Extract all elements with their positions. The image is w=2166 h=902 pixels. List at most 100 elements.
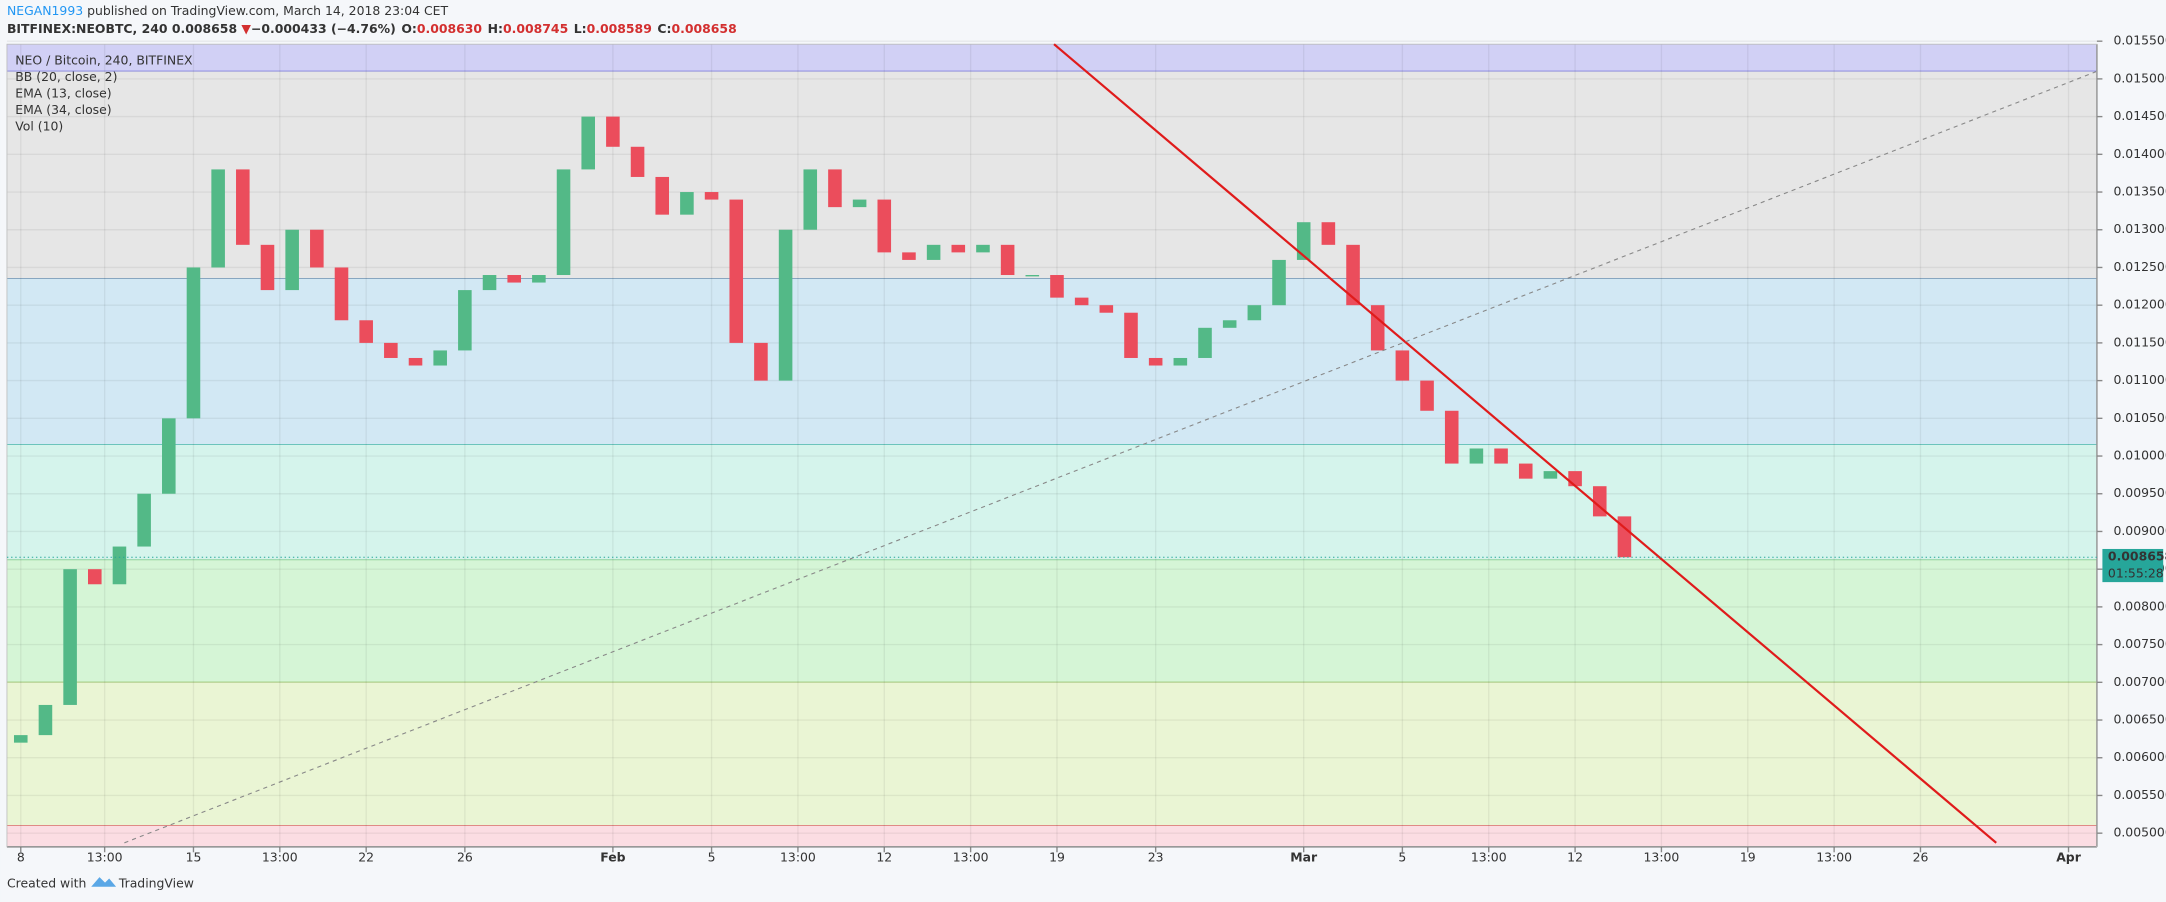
x-tick-label: 5 <box>1398 849 1406 864</box>
candle-body <box>1222 320 1237 328</box>
x-tick-label: 22 <box>358 849 374 864</box>
ohlc-label: H: <box>488 21 503 36</box>
candle-body <box>1617 516 1632 558</box>
footer-text: Created with <box>7 876 86 891</box>
candle-body <box>729 199 744 343</box>
header-line-2: BITFINEX:NEOBTC, 240 0.008658 ▼−0.000433… <box>7 21 737 36</box>
change: −0.000433 (−4.76%) <box>251 21 396 36</box>
x-tick-label: 23 <box>1148 849 1164 864</box>
x-tick-label: 13:00 <box>87 849 123 864</box>
x-tick-label: 12 <box>876 849 892 864</box>
candle-body <box>285 229 299 291</box>
candle-body <box>38 704 53 736</box>
x-tick-label: Mar <box>1290 849 1318 864</box>
zone <box>6 560 2097 683</box>
ohlc: O:0.008630 H:0.008745 L:0.008589 C:0.008658 <box>401 21 736 36</box>
candle-body <box>88 569 102 585</box>
candle-body <box>1370 305 1385 351</box>
candle-body <box>1272 259 1286 306</box>
candle-body <box>951 244 966 253</box>
zone <box>6 71 2097 279</box>
ohlc-value: 0.008658 <box>671 21 736 36</box>
x-tick-label: 5 <box>708 849 716 864</box>
candle-body <box>507 275 521 283</box>
price-tag-label: 0.008658 <box>2108 549 2166 564</box>
candle-body <box>334 267 349 321</box>
symbol: BITFINEX:NEOBTC, 240 <box>7 21 168 36</box>
candle-body <box>1395 350 1410 381</box>
zone <box>6 682 2097 826</box>
candle-body <box>1247 305 1262 321</box>
x-tick-label: 8 <box>17 849 25 864</box>
candle-body <box>1050 275 1064 298</box>
legend-entry: EMA (34, close) <box>15 102 111 117</box>
candle-body <box>1074 297 1089 306</box>
candle-body <box>630 146 645 177</box>
candle-body <box>236 169 250 245</box>
candle-body <box>1444 410 1459 464</box>
candle-body <box>926 244 941 260</box>
countdown-label: 01:55:28 <box>2108 565 2164 580</box>
candle-body <box>112 546 127 585</box>
candle-body <box>1420 380 1434 411</box>
x-tick-label: 13:00 <box>1816 849 1852 864</box>
candle-body <box>852 199 867 208</box>
candle-body <box>581 116 596 170</box>
arrow: ▼ <box>241 21 251 36</box>
price-tag <box>2102 548 2164 583</box>
candle-body <box>137 493 151 547</box>
candle-body <box>1346 244 1360 306</box>
candle-body <box>655 176 670 215</box>
x-tick-label: 13:00 <box>262 849 298 864</box>
x-tick-label: 26 <box>1913 849 1929 864</box>
candle-body <box>532 275 546 283</box>
candle-body <box>1543 471 1558 479</box>
legend-entry: BB (20, close, 2) <box>15 69 117 84</box>
candle-body <box>458 290 472 351</box>
candle-body <box>1469 448 1484 464</box>
x-tick-label: Apr <box>2056 849 2082 864</box>
ohlc-value: 0.008589 <box>587 21 652 36</box>
zone <box>6 44 2097 72</box>
legend-entry: NEO / Bitcoin, 240, BITFINEX <box>15 52 193 67</box>
candle-body <box>1173 357 1188 366</box>
plot-border <box>6 43 2098 848</box>
x-tick-label: 13:00 <box>953 849 989 864</box>
candle-body <box>1494 448 1508 464</box>
ohlc-label: O: <box>401 21 417 36</box>
candle-body <box>803 169 818 230</box>
zone <box>6 278 2097 445</box>
candle-body <box>211 169 225 268</box>
author: NEGAN1993 <box>7 3 83 18</box>
candle-body <box>877 199 892 253</box>
plot <box>6 40 2103 853</box>
candle-body <box>384 342 398 358</box>
x-tick-label: 13:00 <box>1644 849 1680 864</box>
ohlc-value: 0.008630 <box>417 21 483 36</box>
candle-body <box>556 169 571 276</box>
zone <box>6 825 2097 847</box>
candle-body <box>359 320 373 343</box>
trend-line <box>1053 43 1997 844</box>
candle-body <box>754 342 768 381</box>
x-tick-label: 19 <box>1740 849 1756 864</box>
candle-body <box>828 169 842 208</box>
candle-body <box>1025 275 1040 277</box>
ohlc-label: C: <box>657 21 671 36</box>
candle-body <box>606 116 620 147</box>
x-tick-label: 13:00 <box>780 849 816 864</box>
